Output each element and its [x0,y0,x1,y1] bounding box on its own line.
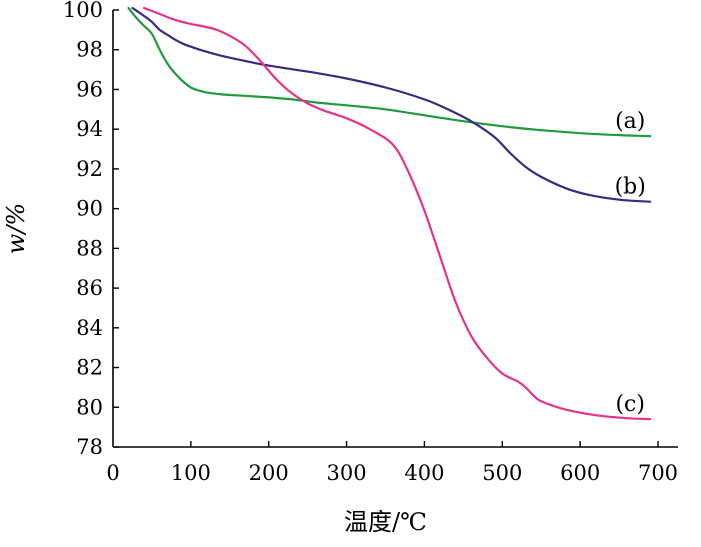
x-tick-label: 300 [327,461,367,485]
x-tick-label: 700 [638,461,678,485]
y-tick-label: 92 [76,157,103,181]
x-tick-label: 200 [249,461,289,485]
y-tick-label: 90 [76,197,103,221]
series-label-2: (c) [615,392,645,417]
y-tick-label: 80 [76,395,103,419]
x-tick-label: 500 [482,461,522,485]
y-tick-label: 94 [76,117,103,141]
y-tick-label: 100 [63,0,103,22]
y-tick-label: 88 [76,236,103,260]
series-line-2 [143,6,652,421]
series-line-1 [131,6,652,203]
series-label-1: (b) [615,175,646,200]
x-tick-label: 100 [171,461,211,485]
y-tick-label: 84 [76,316,103,340]
x-tick-label: 0 [106,461,119,485]
axes: 0 100 200 300 400 500 600 700 78 80 82 84 86 88 90 92 94… [2,0,678,536]
y-tick-label: 86 [76,276,103,300]
series-label-0: (a) [615,109,645,134]
y-tick-label: 82 [76,356,103,380]
x-tick-label: 400 [404,461,444,485]
x-axis-title: 温度/℃ [344,508,427,536]
y-tick-label: 98 [76,38,103,62]
x-tick-label: 600 [560,461,600,485]
y-tick-label: 96 [76,77,103,101]
series-layer [127,6,652,421]
y-axis-title: w/% [2,203,30,254]
labels-layer: (a) (b) (c) [615,109,646,417]
y-tick-label: 78 [76,435,103,459]
series-line-0 [127,6,652,138]
